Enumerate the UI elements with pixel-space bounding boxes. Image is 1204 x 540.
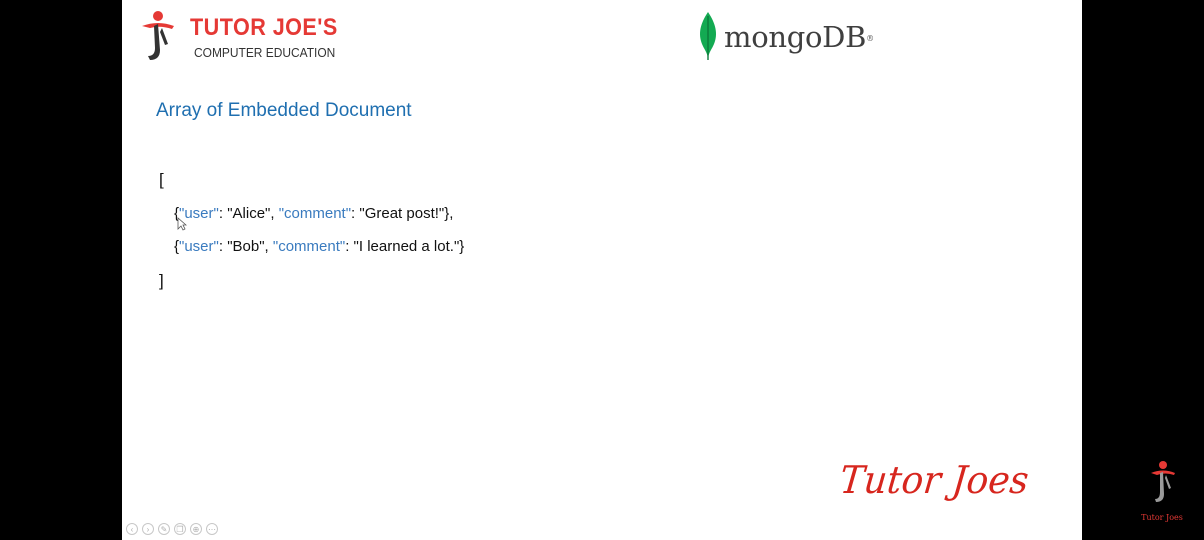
- code-brace: {: [174, 205, 180, 222]
- watermark-text: Tutor Joes: [1141, 513, 1183, 522]
- tutor-joes-signature: Tutor Joes: [837, 458, 1031, 502]
- brand-subtitle: COMPUTER EDUCATION: [194, 45, 336, 60]
- pen-icon[interactable]: ✎: [158, 523, 170, 535]
- copy-icon[interactable]: ❐: [174, 523, 186, 535]
- code-brace: {: [174, 238, 180, 255]
- more-icon[interactable]: ⋯: [206, 523, 218, 535]
- slide-nav-controls: ‹ › ✎ ❐ ⊕ ⋯: [126, 523, 218, 535]
- slide-title: Array of Embedded Document: [156, 100, 412, 121]
- mongodb-leaf-icon: [700, 12, 716, 60]
- prev-icon[interactable]: ‹: [126, 523, 138, 535]
- code-open-bracket: [: [159, 170, 164, 189]
- code-line: {"user": "Bob", "comment": "I learned a …: [174, 238, 464, 255]
- tutor-joes-logo-icon: [142, 11, 174, 60]
- mongodb-wordmark: mongoDB®: [724, 20, 874, 54]
- registered-mark: ®: [866, 34, 874, 43]
- code-value: : "Alice",: [218, 205, 279, 222]
- tutor-joes-logo: TUTOR JOE'S COMPUTER EDUCATION: [138, 10, 337, 66]
- slide: TUTOR JOE'S COMPUTER EDUCATION mongoDB® …: [122, 0, 1082, 540]
- next-icon[interactable]: ›: [142, 523, 154, 535]
- code-key: "comment": [272, 238, 346, 255]
- code-close-bracket: ]: [159, 271, 164, 290]
- tutor-joes-watermark-icon: [1151, 461, 1175, 502]
- mongodb-wordmark-text: mongoDB: [724, 20, 867, 54]
- code-key: "user": [179, 205, 219, 222]
- code-key: "user": [179, 238, 219, 255]
- code-value: : "I learned a lot."}: [345, 238, 465, 255]
- code-value: : "Bob",: [218, 238, 273, 255]
- watermark: Tutor Joes: [1140, 460, 1184, 526]
- mouse-cursor-icon: [177, 217, 187, 231]
- mongodb-logo: mongoDB®: [696, 12, 886, 62]
- zoom-icon[interactable]: ⊕: [190, 523, 202, 535]
- code-key: "comment": [278, 205, 352, 222]
- brand-name: TUTOR JOE'S: [190, 14, 338, 41]
- code-line: {"user": "Alice", "comment": "Great post…: [174, 205, 453, 222]
- code-value: : "Great post!"},: [351, 205, 454, 222]
